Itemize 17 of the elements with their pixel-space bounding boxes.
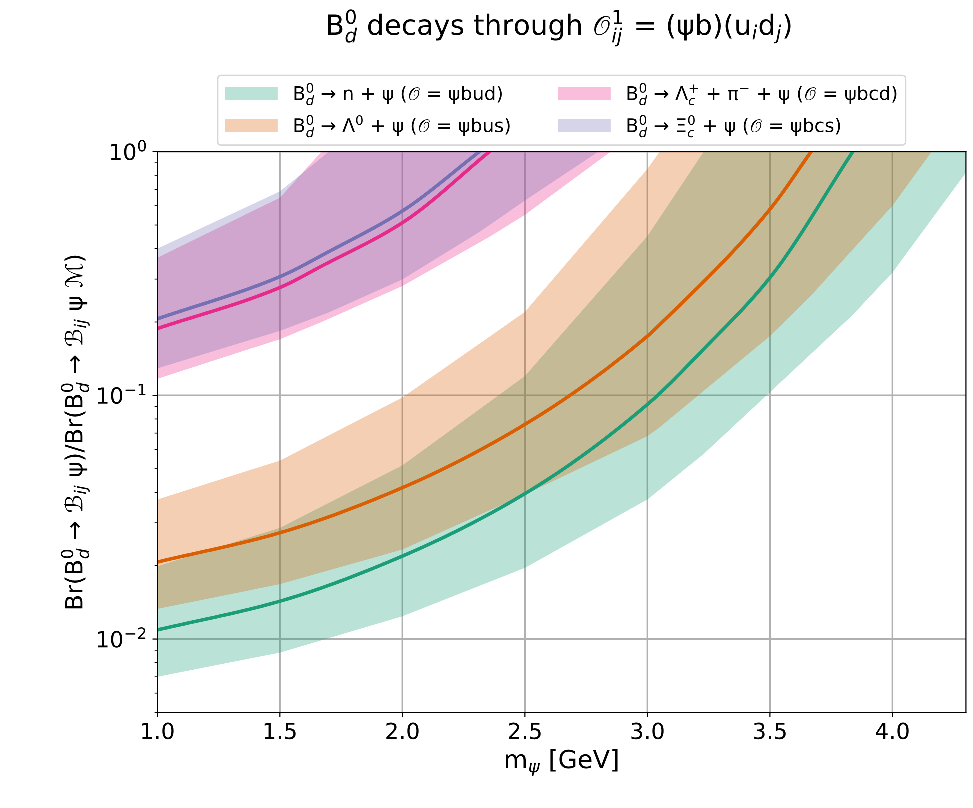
y-tick-label: 10$^{−1}$ [98, 384, 146, 404]
chart-title: B$^{0}$$_{d}$ decays through 𝒪$^{1}$$_{ij}$ = (ψb)(u$_{i}$d$_{j}$) [328, 10, 791, 47]
x-tick-label: 3.5 [754, 722, 786, 740]
legend-label: B$^{0}$$_{d}$ → n + ψ (𝒪 = ψbud) [294, 83, 502, 106]
legend-label: B$^{0}$$_{d}$ → Ξ$^{0}$$_{c}$ + ψ (𝒪 = ψbcs) [628, 115, 840, 138]
y-tick-label: 10$^{0}$ [111, 140, 146, 160]
text: B$^{0}$$_{d}$ → Λ$^{+}$$_{c}$ + π$^{−}$ + ψ (𝒪 = ψbcd) [628, 83, 897, 106]
x-tick-label: 3.0 [632, 722, 664, 740]
x-axis-title: m$_{ψ}$ [GeV] [506, 749, 618, 776]
legend-label: B$^{0}$$_{d}$ → Λ$^{0}$ + ψ (𝒪 = ψbus) [294, 115, 510, 138]
y-tick-label: 10$^{−2}$ [98, 628, 146, 648]
x-tick-label: 2.0 [386, 722, 419, 740]
x-tick-label: 2.5 [509, 722, 541, 740]
x-tick-label: 1.0 [142, 722, 174, 740]
text: Br(B$^{0}$$_{d}$ → ℬ$_{ij}$ ψ)/Br(B$^{0}$$_{d}$ → ℬ$_{ij}$ ψ ℳ) [61, 256, 90, 609]
x-tick-label: 1.5 [264, 723, 296, 740]
x-tick-label: 4.0 [876, 722, 909, 740]
